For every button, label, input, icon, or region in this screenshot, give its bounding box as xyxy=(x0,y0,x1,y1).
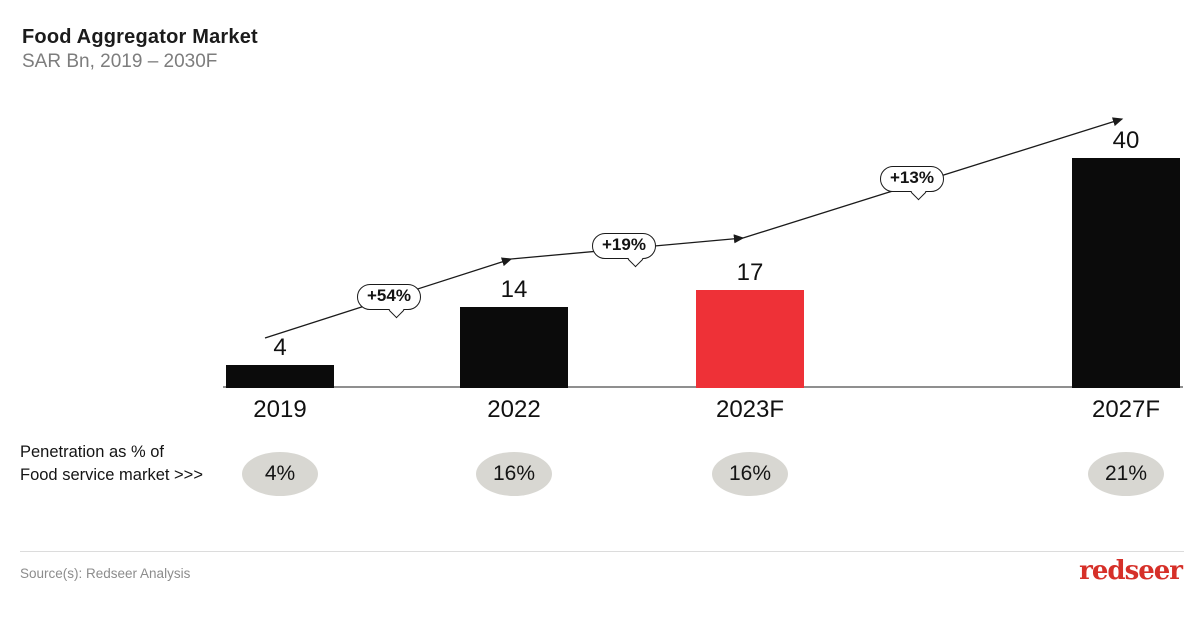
bar-value-2027F: 40 xyxy=(1112,127,1140,154)
footer-divider xyxy=(20,551,1184,552)
penetration-label: Penetration as % of Food service market … xyxy=(20,441,203,487)
bar-2019 xyxy=(226,365,334,388)
growth-callout-+19%: +19% xyxy=(592,233,656,267)
x-label-2022: 2022 xyxy=(487,396,541,423)
penetration-label-line2: Food service market >>> xyxy=(20,466,203,485)
bar-2027F xyxy=(1072,158,1180,388)
penetration-badge-2023F: 16% xyxy=(712,452,788,496)
penetration-badge-2022: 16% xyxy=(476,452,552,496)
penetration-label-line1: Penetration as % of xyxy=(20,443,165,461)
growth-callout-+13%: +13% xyxy=(880,166,944,200)
bar-value-2019: 4 xyxy=(273,334,287,361)
growth-callout-+54%: +54% xyxy=(357,284,421,318)
penetration-badge-2027F: 21% xyxy=(1088,452,1164,496)
bar-2023F xyxy=(696,290,804,388)
bar-value-2022: 14 xyxy=(500,276,528,303)
x-label-2027F: 2027F xyxy=(1091,396,1161,423)
redseer-logo: redseer xyxy=(1079,556,1183,586)
x-label-2019: 2019 xyxy=(253,396,307,423)
bar-value-2023F: 17 xyxy=(736,259,764,286)
penetration-badge-2019: 4% xyxy=(242,452,318,496)
bar-2022 xyxy=(460,307,568,388)
page-title: Food Aggregator Market xyxy=(22,26,258,48)
source-note: Source(s): Redseer Analysis xyxy=(20,566,191,581)
x-label-2023F: 2023F xyxy=(715,396,785,423)
page-subtitle: SAR Bn, 2019 – 2030F xyxy=(22,51,218,72)
